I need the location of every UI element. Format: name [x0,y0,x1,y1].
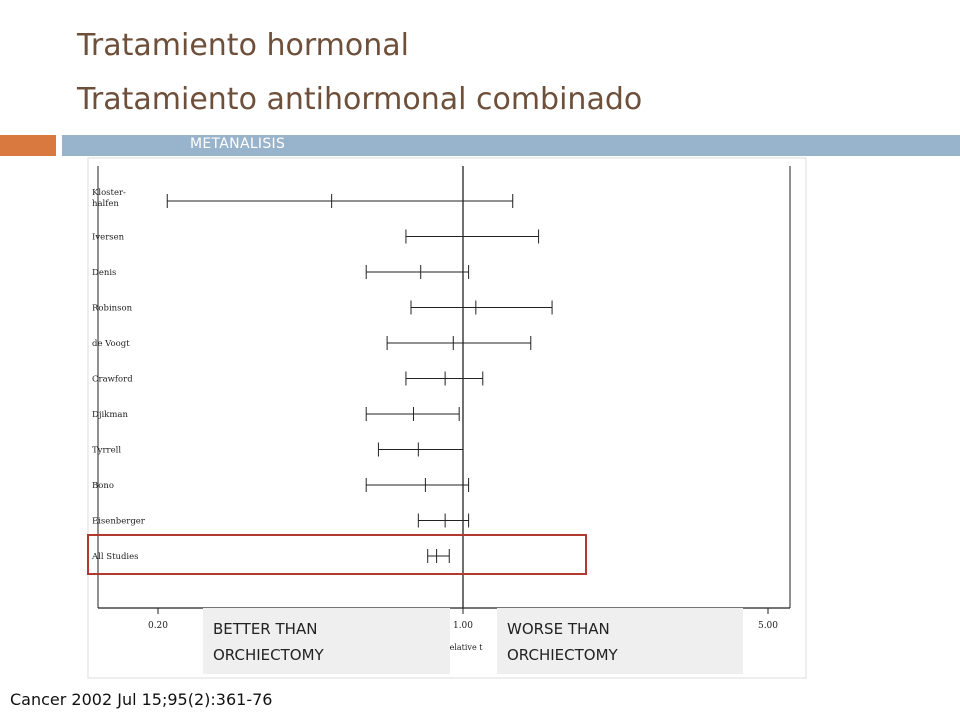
figure-scan-background [87,157,807,679]
study-label: Crawford [92,375,133,385]
x-axis-title: Relative t [444,643,484,652]
slide-title-line1: Tratamiento hormonal [77,28,409,63]
better-than-orchiectomy-label: BETTER THAN ORCHIECTOMY [203,608,450,674]
x-tick-label: 5.00 [758,621,778,631]
x-tick-label: 0.20 [148,621,168,631]
forest-plot-layer: 0.20 1.00 5.00 Relative t Kloster-halfen Iver… [87,166,778,652]
accent-bar-orange [0,135,56,156]
section-label: METANALISIS [190,136,286,152]
citation: Cancer 2002 Jul 15;95(2):361-76 [10,690,273,709]
study-label: Eisenberger [92,517,146,527]
study-label: Kloster- [92,188,126,198]
accent-bar-blue [62,135,960,156]
worse-label-line1: WORSE THAN [507,620,610,638]
study-label: All Studies [91,552,139,562]
x-tick-label: 1.00 [453,621,473,631]
study-label: Djikman [92,410,128,420]
study-label: de Voogt [92,339,130,349]
study-label: Bono [92,481,114,491]
slide-title-line2: Tratamiento antihormonal combinado [77,82,643,117]
study-label: Tyrrell [92,446,121,456]
study-label: halfen [92,199,119,209]
study-label: Iversen [92,233,125,243]
better-label-line1: BETTER THAN [213,620,318,638]
forest-plot-figure: 0.20 1.00 5.00 Relative t Kloster-halfen Iver… [87,157,807,679]
study-label: Robinson [92,304,133,314]
study-label: Denis [92,268,116,278]
worse-label-line2: ORCHIECTOMY [507,646,618,664]
better-label-line2: ORCHIECTOMY [213,646,324,664]
worse-than-orchiectomy-label: WORSE THAN ORCHIECTOMY [497,608,743,674]
highlight-box-all-studies [87,534,587,575]
